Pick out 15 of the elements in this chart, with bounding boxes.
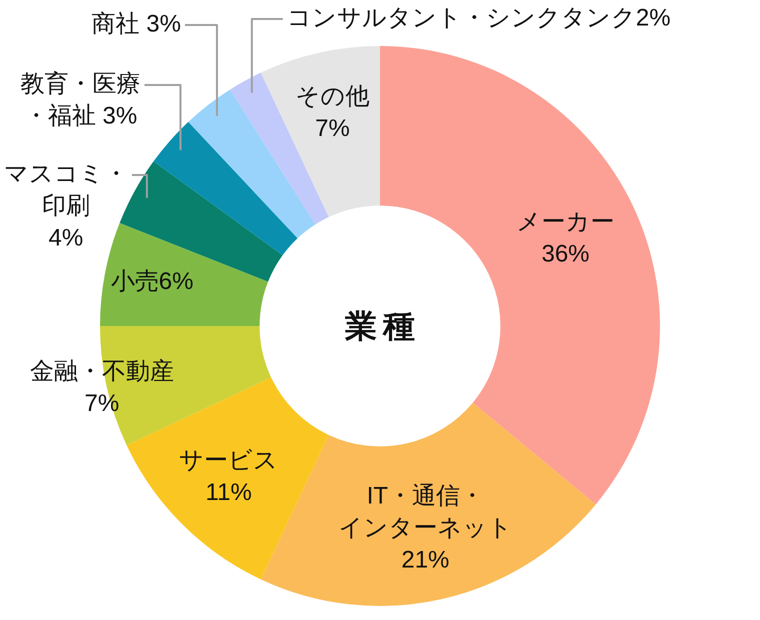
data-label: 11% xyxy=(206,478,252,506)
slice-label: マスコミ・印刷 xyxy=(4,160,128,220)
data-label: 4% xyxy=(48,224,84,252)
slice-label: IT・通信・インターネット xyxy=(338,482,512,542)
text: 業種 xyxy=(344,308,421,344)
slice-label: 小売6% xyxy=(110,268,194,296)
slice-label: 教育・医療・福祉 3% xyxy=(20,70,140,130)
data-label: 7% xyxy=(315,114,350,142)
slice-label: メーカー xyxy=(516,208,614,236)
slice-label: その他 xyxy=(295,82,370,110)
slice-label: 商社 3% xyxy=(92,10,181,38)
data-label: 21% xyxy=(401,546,450,574)
slice-label: コンサルタント・シンクタンク2% xyxy=(286,4,671,32)
slice-label: サービス xyxy=(179,446,278,474)
data-label: 36% xyxy=(541,240,590,268)
